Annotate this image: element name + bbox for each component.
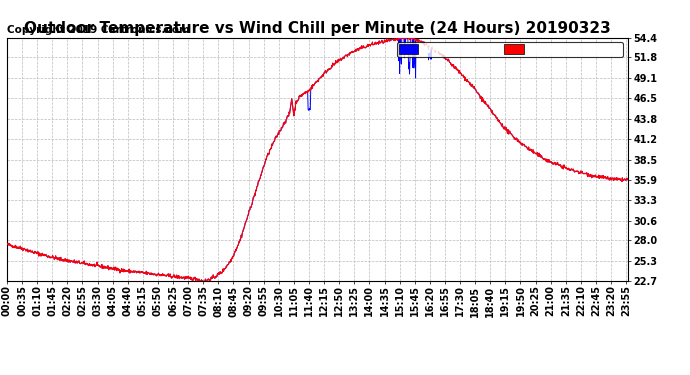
- Title: Outdoor Temperature vs Wind Chill per Minute (24 Hours) 20190323: Outdoor Temperature vs Wind Chill per Mi…: [24, 21, 611, 36]
- Text: Copyright 2019 Cartronics.com: Copyright 2019 Cartronics.com: [7, 25, 190, 35]
- Legend: Wind Chill (°F), Temperature (°F): Wind Chill (°F), Temperature (°F): [397, 42, 623, 57]
